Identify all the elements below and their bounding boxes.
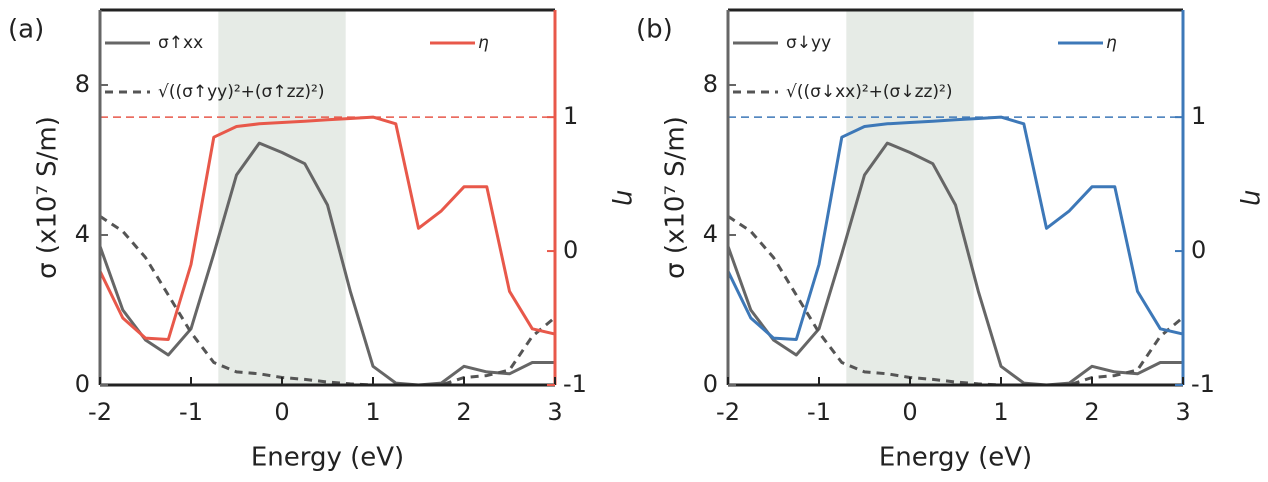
y2-tick-label: 1 — [563, 102, 578, 130]
x-tick-label: -1 — [807, 398, 831, 426]
y2-tick-label: 0 — [563, 236, 578, 264]
legend-label: η — [1106, 33, 1117, 53]
series-line — [726, 115, 1184, 341]
x-tick-label: 1 — [993, 398, 1008, 426]
x-tick-label: 3 — [547, 398, 562, 426]
x-axis-label: Energy (eV) — [251, 443, 404, 473]
shaded-region — [218, 10, 346, 385]
x-tick-label: 0 — [902, 398, 917, 426]
x-tick-label: 2 — [456, 398, 471, 426]
legend-label: √((σ↑yy)²+(σ↑zz)²) — [158, 82, 325, 102]
y-tick-label: 8 — [75, 70, 90, 98]
y-axis-label: σ (x10⁷ S/m) — [661, 116, 691, 279]
legend-label: η — [478, 33, 489, 53]
y2-axis-label: η — [611, 189, 641, 205]
y-tick-label: 8 — [703, 70, 718, 98]
x-tick-label: -2 — [88, 398, 112, 426]
series-line — [98, 115, 556, 341]
panel-label: (a) — [8, 15, 44, 45]
y2-axis-label: η — [1239, 189, 1268, 205]
shaded-region — [846, 10, 974, 385]
y-axis-label: σ (x10⁷ S/m) — [33, 116, 63, 279]
x-tick-label: 1 — [365, 398, 380, 426]
y-tick-label: 0 — [75, 370, 90, 398]
y2-tick-label: 1 — [1191, 102, 1206, 130]
y2-tick-label: -1 — [563, 370, 587, 398]
y-tick-label: 4 — [703, 220, 718, 248]
y-tick-label: 4 — [75, 220, 90, 248]
x-axis-label: Energy (eV) — [879, 443, 1032, 473]
x-tick-label: 0 — [274, 398, 289, 426]
legend-label: σ↓yy — [786, 33, 831, 53]
y2-tick-label: 0 — [1191, 236, 1206, 264]
x-tick-label: -1 — [179, 398, 203, 426]
y2-tick-label: -1 — [1191, 370, 1215, 398]
series-line — [98, 141, 555, 387]
legend-label: √((σ↓xx)²+(σ↓zz)²) — [786, 82, 953, 102]
x-tick-label: 3 — [1175, 398, 1190, 426]
panel-label: (b) — [636, 15, 673, 45]
series-line — [726, 141, 1183, 387]
x-tick-label: -2 — [716, 398, 740, 426]
y-tick-label: 0 — [703, 370, 718, 398]
legend-label: σ↑xx — [158, 33, 203, 53]
x-tick-label: 2 — [1084, 398, 1099, 426]
